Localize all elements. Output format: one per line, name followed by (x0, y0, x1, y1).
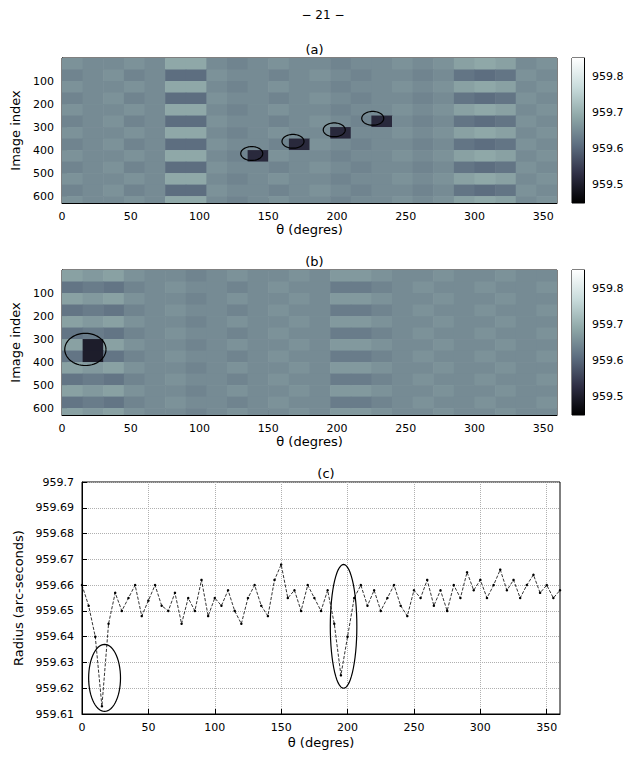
svg-text:(a): (a) (305, 42, 323, 57)
svg-text:600: 600 (33, 190, 54, 203)
svg-text:400: 400 (33, 356, 54, 369)
svg-text:Radius (arc-seconds): Radius (arc-seconds) (11, 530, 26, 666)
svg-text:250: 250 (403, 721, 424, 734)
svg-text:959.5: 959.5 (592, 390, 624, 403)
svg-text:200: 200 (337, 721, 358, 734)
svg-text:150: 150 (271, 721, 292, 734)
svg-text:959.68: 959.68 (36, 527, 75, 540)
svg-text:50: 50 (124, 210, 138, 223)
svg-text:100: 100 (33, 287, 54, 300)
svg-text:(b): (b) (305, 254, 323, 269)
svg-text:959.63: 959.63 (36, 656, 75, 669)
svg-text:100: 100 (204, 721, 225, 734)
svg-text:959.64: 959.64 (36, 630, 75, 643)
svg-text:θ (degres): θ (degres) (276, 434, 343, 449)
svg-text:600: 600 (33, 402, 54, 415)
svg-text:− 21 −: − 21 − (301, 8, 344, 22)
svg-text:50: 50 (141, 721, 155, 734)
svg-text:50: 50 (124, 422, 138, 435)
svg-text:300: 300 (464, 210, 485, 223)
svg-text:300: 300 (33, 121, 54, 134)
svg-text:959.7: 959.7 (592, 318, 624, 331)
svg-text:959.6: 959.6 (592, 354, 624, 367)
svg-text:250: 250 (395, 210, 416, 223)
svg-text:959.7: 959.7 (43, 476, 75, 489)
svg-text:959.61: 959.61 (36, 708, 75, 721)
svg-text:500: 500 (33, 167, 54, 180)
svg-text:Image index: Image index (8, 90, 23, 171)
svg-text:θ (degres): θ (degres) (288, 735, 355, 750)
svg-text:959.67: 959.67 (36, 553, 75, 566)
svg-text:500: 500 (33, 379, 54, 392)
svg-text:200: 200 (33, 98, 54, 111)
svg-text:350: 350 (536, 721, 557, 734)
svg-text:θ (degres): θ (degres) (276, 222, 343, 237)
svg-text:Image index: Image index (8, 302, 23, 383)
svg-text:300: 300 (470, 721, 491, 734)
svg-text:400: 400 (33, 144, 54, 157)
svg-text:959.8: 959.8 (592, 70, 624, 83)
svg-text:959.5: 959.5 (592, 178, 624, 191)
svg-text:350: 350 (533, 210, 554, 223)
svg-text:300: 300 (464, 422, 485, 435)
svg-text:150: 150 (258, 422, 279, 435)
svg-text:959.65: 959.65 (36, 604, 75, 617)
svg-text:959.69: 959.69 (36, 501, 75, 514)
svg-text:200: 200 (327, 210, 348, 223)
svg-text:150: 150 (258, 210, 279, 223)
svg-text:0: 0 (59, 422, 66, 435)
svg-text:300: 300 (33, 333, 54, 346)
svg-text:959.6: 959.6 (592, 142, 624, 155)
svg-text:100: 100 (189, 422, 210, 435)
svg-text:350: 350 (533, 422, 554, 435)
svg-text:0: 0 (59, 210, 66, 223)
svg-text:100: 100 (189, 210, 210, 223)
svg-text:100: 100 (33, 75, 54, 88)
svg-text:959.7: 959.7 (592, 106, 624, 119)
svg-text:250: 250 (395, 422, 416, 435)
svg-text:(c): (c) (317, 466, 334, 481)
svg-text:959.62: 959.62 (36, 682, 75, 695)
svg-text:959.66: 959.66 (36, 579, 75, 592)
svg-text:200: 200 (33, 310, 54, 323)
svg-text:0: 0 (79, 721, 86, 734)
svg-text:959.8: 959.8 (592, 282, 624, 295)
svg-text:200: 200 (327, 422, 348, 435)
